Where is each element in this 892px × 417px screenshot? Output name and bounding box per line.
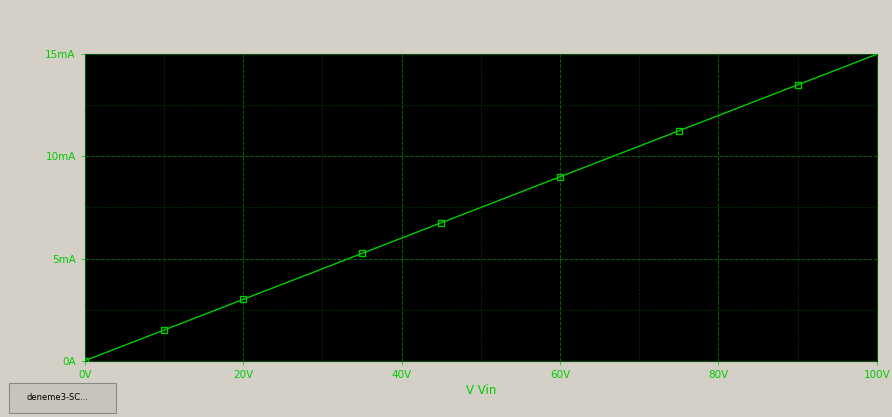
Text: deneme3-SC...: deneme3-SC... (27, 393, 89, 402)
FancyBboxPatch shape (9, 383, 116, 413)
X-axis label: V Vin: V Vin (466, 384, 496, 397)
